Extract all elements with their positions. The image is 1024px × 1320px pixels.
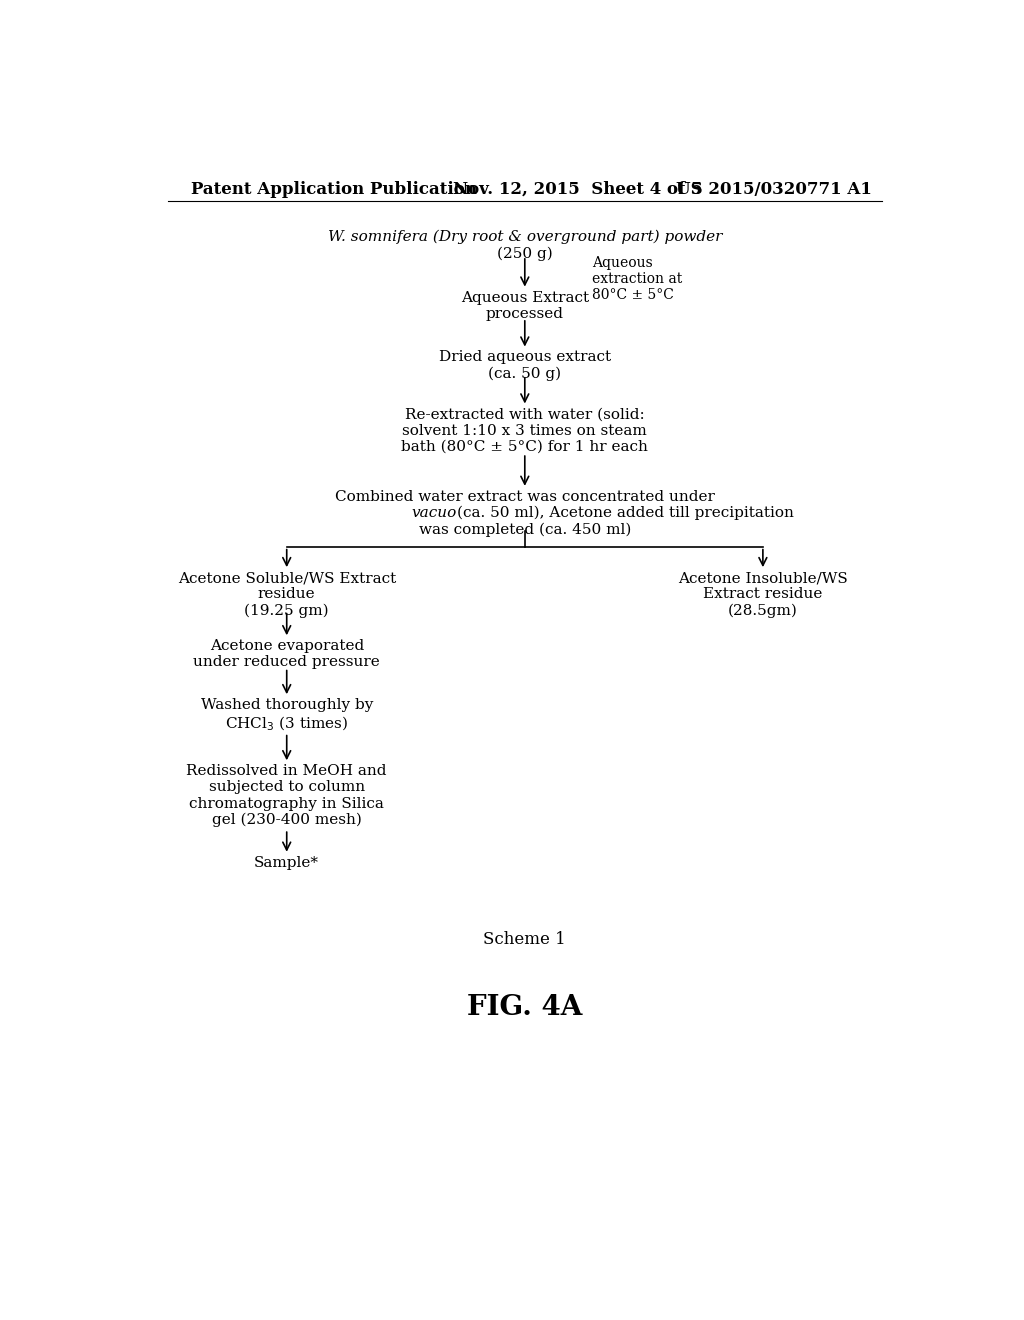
Text: FIG. 4A: FIG. 4A <box>467 994 583 1020</box>
Text: Acetone Soluble/WS Extract
residue
(19.25 gm): Acetone Soluble/WS Extract residue (19.2… <box>177 572 396 618</box>
Text: Acetone evaporated
under reduced pressure: Acetone evaporated under reduced pressur… <box>194 639 380 669</box>
Text: Sample*: Sample* <box>254 855 319 870</box>
Text: Redissolved in MeOH and
subjected to column
chromatography in Silica
gel (230-40: Redissolved in MeOH and subjected to col… <box>186 764 387 828</box>
Text: Patent Application Publication: Patent Application Publication <box>191 181 477 198</box>
Text: vacuo: vacuo <box>412 506 457 520</box>
Text: Dried aqueous extract
(ca. 50 g): Dried aqueous extract (ca. 50 g) <box>438 351 611 381</box>
Text: Aqueous
extraction at
80°C ± 5°C: Aqueous extraction at 80°C ± 5°C <box>592 256 683 302</box>
Text: (250 g): (250 g) <box>497 247 553 261</box>
Text: US 2015/0320771 A1: US 2015/0320771 A1 <box>676 181 871 198</box>
Text: Scheme 1: Scheme 1 <box>483 931 566 948</box>
Text: Combined water extract was concentrated under: Combined water extract was concentrated … <box>335 490 715 504</box>
Text: W. somnifera (Dry root & overground part) powder: W. somnifera (Dry root & overground part… <box>328 230 722 244</box>
Text: CHCl$_3$ (3 times): CHCl$_3$ (3 times) <box>225 714 348 733</box>
Text: Acetone Insoluble/WS
Extract residue
(28.5gm): Acetone Insoluble/WS Extract residue (28… <box>678 572 848 618</box>
Text: Nov. 12, 2015  Sheet 4 of 5: Nov. 12, 2015 Sheet 4 of 5 <box>454 181 702 198</box>
Text: (ca. 50 ml), Acetone added till precipitation: (ca. 50 ml), Acetone added till precipit… <box>458 506 795 520</box>
Text: Washed thoroughly by: Washed thoroughly by <box>201 698 373 711</box>
Text: was completed (ca. 450 ml): was completed (ca. 450 ml) <box>419 523 631 537</box>
Text: Re-extracted with water (solid:
solvent 1:10 x 3 times on steam
bath (80°C ± 5°C: Re-extracted with water (solid: solvent … <box>401 408 648 454</box>
Text: Aqueous Extract
processed: Aqueous Extract processed <box>461 290 589 321</box>
